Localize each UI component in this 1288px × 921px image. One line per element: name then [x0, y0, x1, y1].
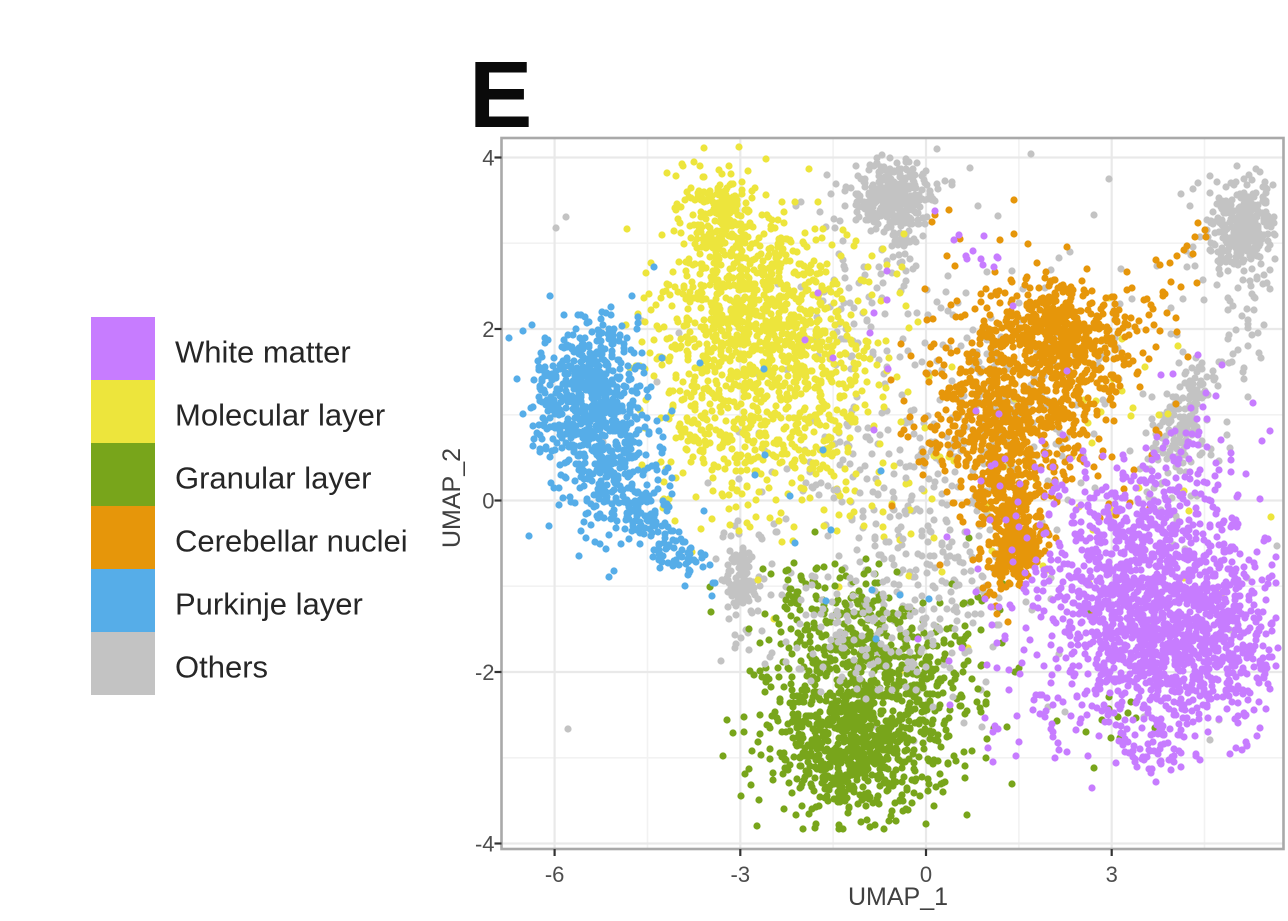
- svg-text:-6: -6: [545, 862, 565, 887]
- svg-text:4: 4: [482, 146, 494, 171]
- svg-text:Others: Others: [175, 650, 268, 685]
- svg-text:Cerebellar nuclei: Cerebellar nuclei: [175, 524, 408, 559]
- svg-text:-4: -4: [475, 832, 495, 857]
- svg-text:Granular layer: Granular layer: [175, 461, 371, 496]
- svg-text:UMAP_2: UMAP_2: [438, 448, 466, 548]
- svg-text:2: 2: [482, 317, 494, 342]
- svg-text:Purkinje layer: Purkinje layer: [175, 587, 363, 622]
- svg-text:-3: -3: [731, 862, 751, 887]
- svg-text:Molecular layer: Molecular layer: [175, 398, 385, 433]
- svg-text:UMAP_1: UMAP_1: [848, 883, 948, 911]
- svg-text:-2: -2: [475, 660, 495, 685]
- svg-text:E: E: [469, 42, 532, 148]
- svg-text:3: 3: [1106, 862, 1118, 887]
- svg-text:White matter: White matter: [175, 335, 351, 370]
- svg-text:0: 0: [482, 489, 494, 514]
- svg-text:0: 0: [920, 862, 932, 887]
